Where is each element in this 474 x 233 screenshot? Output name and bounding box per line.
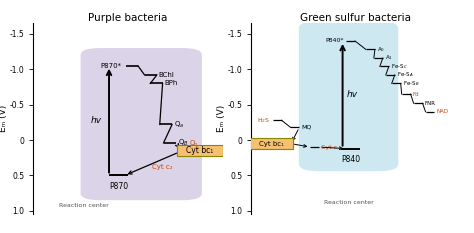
Text: Cyt bc₁: Cyt bc₁ [186, 146, 214, 155]
Text: Fe-S$_A$: Fe-S$_A$ [397, 71, 413, 79]
Title: Green sulfur bacteria: Green sulfur bacteria [300, 13, 411, 23]
Text: P870*: P870* [101, 63, 122, 69]
Text: A$_1$: A$_1$ [385, 54, 393, 62]
Text: Cyt bc₁: Cyt bc₁ [259, 140, 283, 147]
Text: P870: P870 [109, 182, 128, 191]
FancyBboxPatch shape [249, 138, 293, 149]
FancyBboxPatch shape [81, 48, 202, 200]
Text: hv: hv [91, 116, 101, 125]
Text: BPh: BPh [164, 80, 178, 86]
Text: Reaction center: Reaction center [60, 203, 109, 208]
Y-axis label: Eₘ (V): Eₘ (V) [217, 105, 226, 132]
Text: MQ: MQ [301, 125, 312, 130]
Text: Reaction center: Reaction center [324, 200, 374, 205]
Text: Qₙ: Qₙ [189, 140, 197, 146]
Text: H$_2$S: H$_2$S [257, 116, 271, 125]
Y-axis label: Eₘ (V): Eₘ (V) [0, 105, 8, 132]
Text: P840*: P840* [326, 38, 344, 44]
Text: Fe-S$_C$: Fe-S$_C$ [391, 62, 408, 71]
Text: Q$_a$: Q$_a$ [174, 119, 184, 130]
Text: Fd: Fd [412, 92, 419, 96]
FancyBboxPatch shape [299, 21, 398, 171]
Text: FNR: FNR [425, 101, 436, 106]
Text: Fe-S$_B$: Fe-S$_B$ [403, 79, 419, 88]
Title: Purple bacteria: Purple bacteria [88, 13, 168, 23]
Text: hv: hv [346, 90, 358, 99]
Text: Cyt c: Cyt c [321, 145, 337, 150]
Text: NAD: NAD [437, 109, 448, 114]
Text: Cyt c₂: Cyt c₂ [152, 164, 173, 170]
FancyBboxPatch shape [177, 145, 223, 156]
Text: A$_0$: A$_0$ [377, 45, 385, 54]
Text: Q$_B$: Q$_B$ [178, 138, 188, 148]
Text: BChl: BChl [159, 72, 174, 78]
Text: P840: P840 [341, 155, 360, 164]
